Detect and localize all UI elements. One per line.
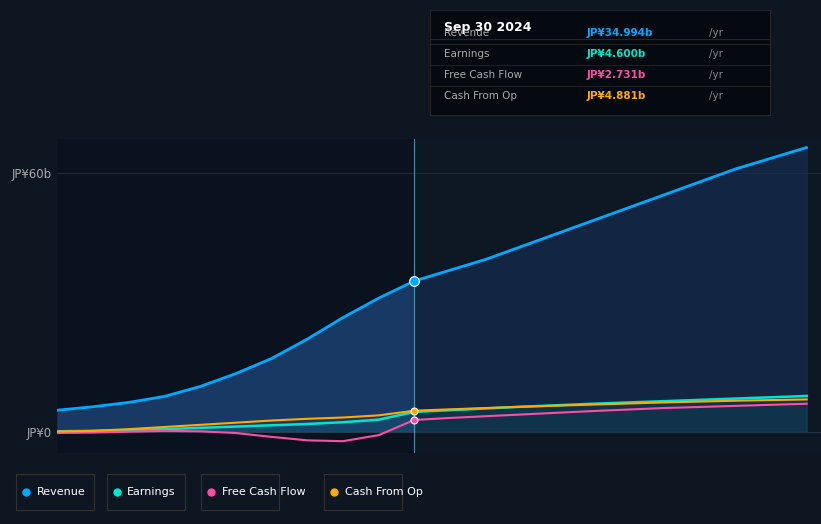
Text: /yr: /yr: [709, 91, 722, 101]
Text: Earnings: Earnings: [443, 49, 489, 59]
Text: Revenue: Revenue: [37, 487, 85, 497]
Text: Free Cash Flow: Free Cash Flow: [222, 487, 305, 497]
Text: /yr: /yr: [709, 28, 722, 38]
Text: Cash From Op: Cash From Op: [443, 91, 516, 101]
Text: Free Cash Flow: Free Cash Flow: [443, 70, 521, 80]
Text: Cash From Op: Cash From Op: [345, 487, 423, 497]
Text: JP¥2.731b: JP¥2.731b: [586, 70, 646, 80]
Text: Revenue: Revenue: [443, 28, 488, 38]
Text: Earnings: Earnings: [127, 487, 176, 497]
Text: /yr: /yr: [709, 70, 722, 80]
Text: /yr: /yr: [709, 49, 722, 59]
Text: Sep 30 2024: Sep 30 2024: [443, 20, 531, 34]
Text: JP¥34.994b: JP¥34.994b: [586, 28, 653, 38]
Text: JP¥4.600b: JP¥4.600b: [586, 49, 646, 59]
Bar: [57, 139, 415, 453]
Text: JP¥4.881b: JP¥4.881b: [586, 91, 646, 101]
